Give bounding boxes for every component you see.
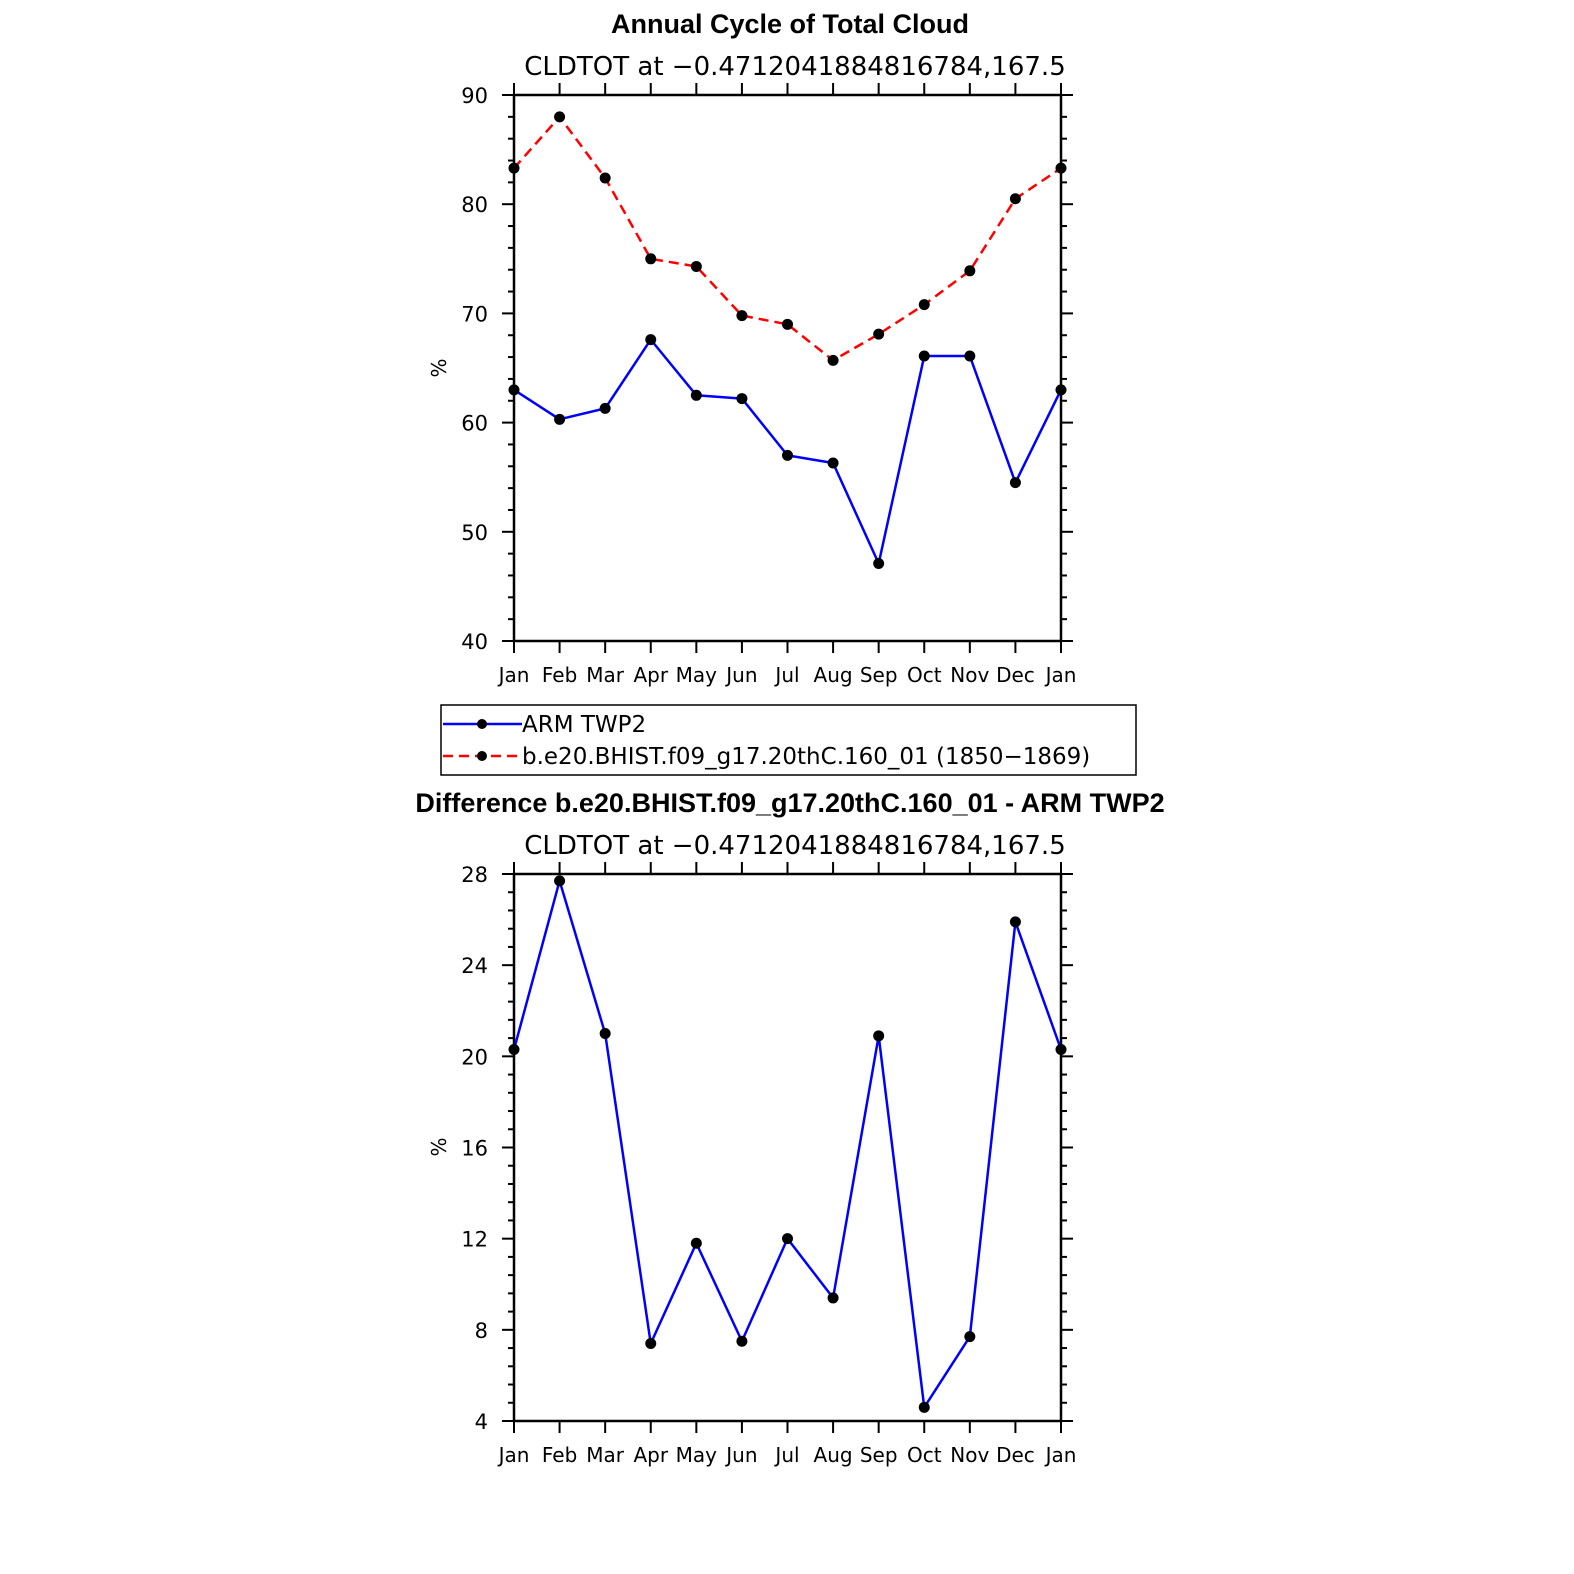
- data-point: [599, 172, 611, 184]
- data-point: [827, 457, 839, 469]
- data-point: [1055, 384, 1067, 396]
- data-point: [964, 1331, 976, 1343]
- x-tick-label: Mar: [586, 1443, 625, 1467]
- y-tick-label: 80: [461, 193, 488, 217]
- data-point: [827, 354, 839, 366]
- x-tick-label: Jan: [497, 663, 530, 687]
- data-point: [918, 350, 930, 362]
- x-tick-label: Nov: [950, 663, 989, 687]
- x-tick-label: Dec: [996, 1443, 1035, 1467]
- data-point: [782, 1233, 793, 1245]
- data-point: [964, 350, 976, 362]
- chart-title: Annual Cycle of Total Cloud: [611, 9, 969, 39]
- x-tick-label: Feb: [542, 1443, 577, 1467]
- data-point: [690, 260, 702, 272]
- x-tick-label: Jan: [1044, 1443, 1077, 1467]
- data-point: [736, 393, 748, 405]
- data-point: [782, 449, 793, 461]
- plot-frame: [512, 93, 1063, 643]
- data-point: [736, 1335, 748, 1347]
- data-point: [554, 413, 566, 425]
- y-tick-label: 70: [461, 302, 488, 326]
- y-tick-label: 60: [461, 412, 488, 436]
- y-tick-label: 16: [461, 1137, 488, 1161]
- data-point: [827, 1292, 839, 1304]
- data-point: [1009, 916, 1021, 928]
- data-point: [736, 310, 748, 322]
- data-point: [1009, 193, 1021, 205]
- legend-box: [440, 704, 1137, 776]
- data-point: [1055, 1043, 1067, 1055]
- data-point: [554, 111, 566, 123]
- x-tick-label: Sep: [860, 1443, 898, 1467]
- data-point: [873, 328, 885, 340]
- x-tick-label: Oct: [907, 663, 942, 687]
- y-tick-label: 24: [461, 954, 488, 978]
- chart-subtitle: CLDTOT at −0.4712041884816784,167.5: [524, 52, 1066, 82]
- data-point: [508, 1043, 520, 1055]
- y-axis-label: %: [427, 358, 451, 377]
- x-tick-label: Nov: [950, 1443, 989, 1467]
- data-point: [599, 402, 611, 414]
- data-point: [690, 1237, 702, 1249]
- chart-title: Difference b.e20.BHIST.f09_g17.20thC.160…: [415, 788, 1164, 818]
- data-point: [508, 384, 520, 396]
- y-axis-label: %: [427, 1137, 451, 1156]
- data-point: [782, 318, 793, 330]
- data-point: [508, 162, 520, 174]
- difference-plot-area: 4 8 12 16 20 24 28 Jan Feb Mar Apr May Jun Jul Aug Sep O…: [461, 862, 1076, 1467]
- legend-marker-obs: [477, 719, 487, 729]
- data-point: [645, 253, 657, 265]
- x-tick-label: Jun: [724, 663, 757, 687]
- data-point: [918, 1401, 930, 1413]
- legend-label-obs: ARM TWP2: [522, 712, 646, 738]
- x-tick-label: Jul: [773, 1443, 799, 1467]
- x-tick-label: Jul: [773, 663, 799, 687]
- data-point: [873, 557, 885, 569]
- annual-cycle-plot-area: 40 50 60 70 80 90 Jan Feb Mar Apr May Jun Jul Aug Sep O…: [461, 83, 1076, 687]
- x-tick-label: Apr: [633, 663, 668, 687]
- data-point: [554, 875, 566, 887]
- data-point: [1055, 162, 1067, 174]
- y-tick-label: 4: [475, 1410, 488, 1434]
- data-point: [645, 1338, 657, 1350]
- chart-subtitle: CLDTOT at −0.4712041884816784,167.5: [524, 831, 1066, 861]
- difference-chart: Difference b.e20.BHIST.f09_g17.20thC.160…: [415, 788, 1164, 1467]
- legend-marker-model: [477, 751, 487, 761]
- x-tick-label: May: [676, 1443, 718, 1467]
- data-point: [873, 1030, 885, 1042]
- data-point: [918, 299, 930, 311]
- data-point: [599, 1028, 611, 1040]
- x-tick-label: Jan: [497, 1443, 530, 1467]
- legend-label-model: b.e20.BHIST.f09_g17.20thC.160_01 (1850−1…: [522, 744, 1090, 770]
- x-tick-label: Sep: [860, 663, 898, 687]
- data-point: [964, 265, 976, 277]
- y-tick-label: 50: [461, 521, 488, 545]
- y-tick-label: 28: [461, 863, 488, 887]
- y-tick-label: 90: [461, 84, 488, 108]
- x-tick-label: May: [676, 663, 718, 687]
- y-tick-label: 40: [461, 630, 488, 654]
- x-tick-label: Apr: [633, 1443, 668, 1467]
- plot-frame: [512, 872, 1063, 1423]
- data-point: [645, 334, 657, 346]
- annual-cycle-chart: Annual Cycle of Total Cloud CLDTOT at −0…: [427, 9, 1076, 687]
- y-tick-label: 12: [461, 1228, 488, 1252]
- data-point: [690, 389, 702, 401]
- x-tick-label: Aug: [814, 1443, 853, 1467]
- x-tick-label: Oct: [907, 1443, 942, 1467]
- x-tick-label: Feb: [542, 663, 577, 687]
- legend: ARM TWP2 b.e20.BHIST.f09_g17.20thC.160_0…: [440, 704, 1137, 776]
- x-tick-label: Aug: [814, 663, 853, 687]
- y-tick-label: 20: [461, 1045, 488, 1069]
- y-tick-label: 8: [475, 1319, 488, 1343]
- x-tick-label: Jan: [1044, 663, 1077, 687]
- x-tick-label: Mar: [586, 663, 625, 687]
- x-tick-label: Dec: [996, 663, 1035, 687]
- x-tick-label: Jun: [724, 1443, 757, 1467]
- series-line-0: [512, 879, 1063, 1409]
- data-point: [1009, 477, 1021, 489]
